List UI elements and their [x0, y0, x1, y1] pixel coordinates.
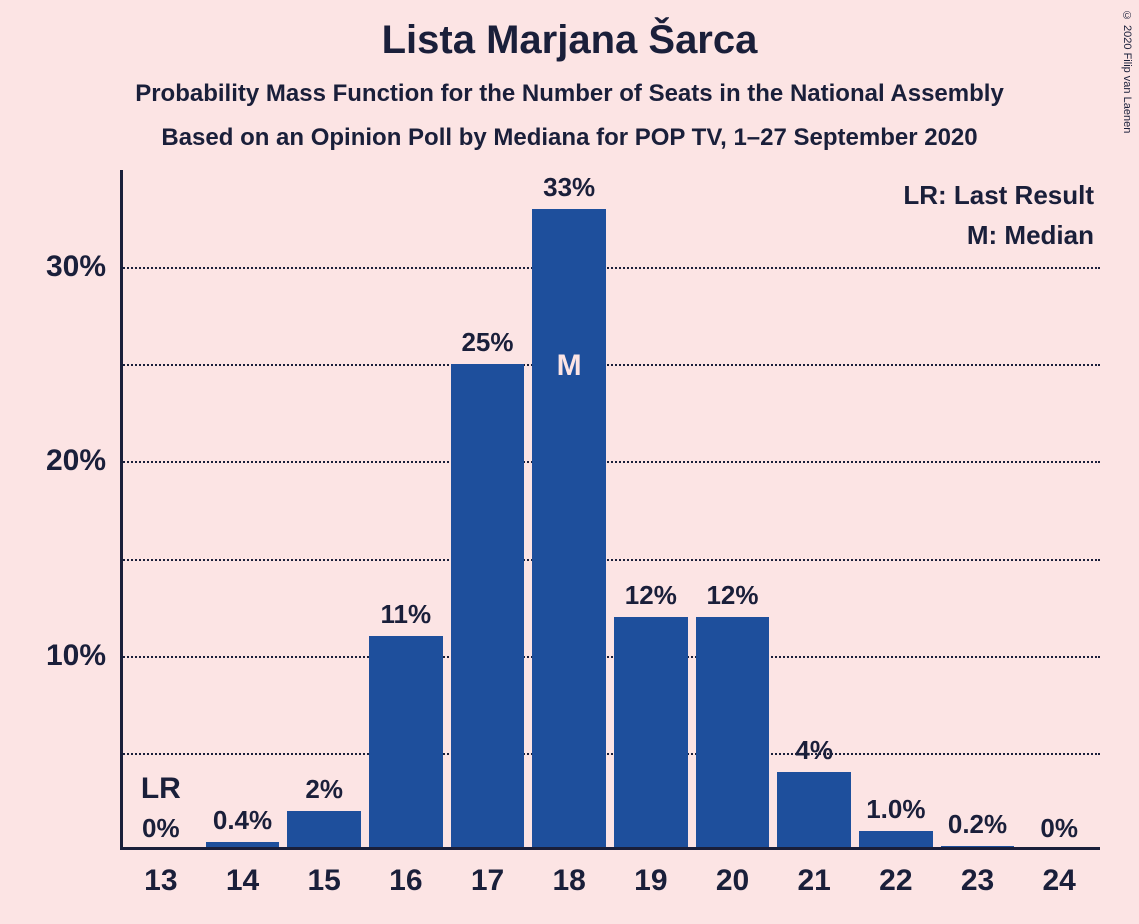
bar-value-label: 0% — [1040, 813, 1078, 850]
bar: 12% — [614, 617, 688, 850]
x-tick-label: 23 — [961, 850, 994, 898]
bar-value-label: 4% — [795, 735, 833, 772]
y-tick-label: 10% — [46, 639, 120, 673]
x-tick-label: 21 — [797, 850, 830, 898]
gridline-major — [120, 461, 1100, 463]
bar: 12% — [696, 617, 770, 850]
x-tick-label: 22 — [879, 850, 912, 898]
y-tick-label: 30% — [46, 250, 120, 284]
x-tick-label: 14 — [226, 850, 259, 898]
x-tick-label: 15 — [307, 850, 340, 898]
x-tick-label: 17 — [471, 850, 504, 898]
y-axis — [120, 170, 123, 850]
x-tick-label: 20 — [716, 850, 749, 898]
bar: 4% — [777, 772, 851, 850]
gridline-major — [120, 656, 1100, 658]
x-tick-label: 16 — [389, 850, 422, 898]
y-tick-label: 20% — [46, 444, 120, 478]
gridline-minor — [120, 753, 1100, 755]
bar: 25% — [451, 364, 525, 850]
legend-median: M: Median — [967, 220, 1094, 251]
bar-value-label: 0% — [142, 813, 180, 850]
x-tick-label: 19 — [634, 850, 667, 898]
bar-value-label: 12% — [625, 580, 677, 617]
bar-value-label: 1.0% — [866, 794, 925, 831]
bar: 33%M — [532, 209, 606, 850]
bar-value-label: 0.4% — [213, 805, 272, 842]
x-tick-label: 24 — [1042, 850, 1075, 898]
bar-extra-label: LR — [141, 772, 181, 806]
gridline-minor — [120, 559, 1100, 561]
x-tick-label: 18 — [552, 850, 585, 898]
bar-value-label: 33% — [543, 172, 595, 209]
chart-stage: Lista Marjana Šarca Probability Mass Fun… — [0, 0, 1139, 924]
bar-value-label: 0.2% — [948, 809, 1007, 846]
bar-value-label: 11% — [381, 599, 432, 636]
legend-last-result: LR: Last Result — [903, 180, 1094, 211]
plot-area: LR: Last Result M: Median 10%20%30%0%LR1… — [120, 170, 1100, 850]
x-tick-label: 13 — [144, 850, 177, 898]
bar: 2% — [287, 811, 361, 850]
chart-title: Lista Marjana Šarca — [0, 18, 1139, 63]
gridline-major — [120, 267, 1100, 269]
median-mark: M — [557, 349, 582, 383]
bar: 11% — [369, 636, 443, 850]
bar-value-label: 12% — [706, 580, 758, 617]
bar-value-label: 2% — [305, 774, 343, 811]
chart-subtitle-2: Based on an Opinion Poll by Mediana for … — [0, 124, 1139, 152]
chart-subtitle-1: Probability Mass Function for the Number… — [0, 80, 1139, 108]
bar-value-label: 25% — [461, 327, 513, 364]
x-axis — [120, 847, 1100, 850]
gridline-minor — [120, 364, 1100, 366]
copyright-text: © 2020 Filip van Laenen — [1121, 10, 1133, 133]
